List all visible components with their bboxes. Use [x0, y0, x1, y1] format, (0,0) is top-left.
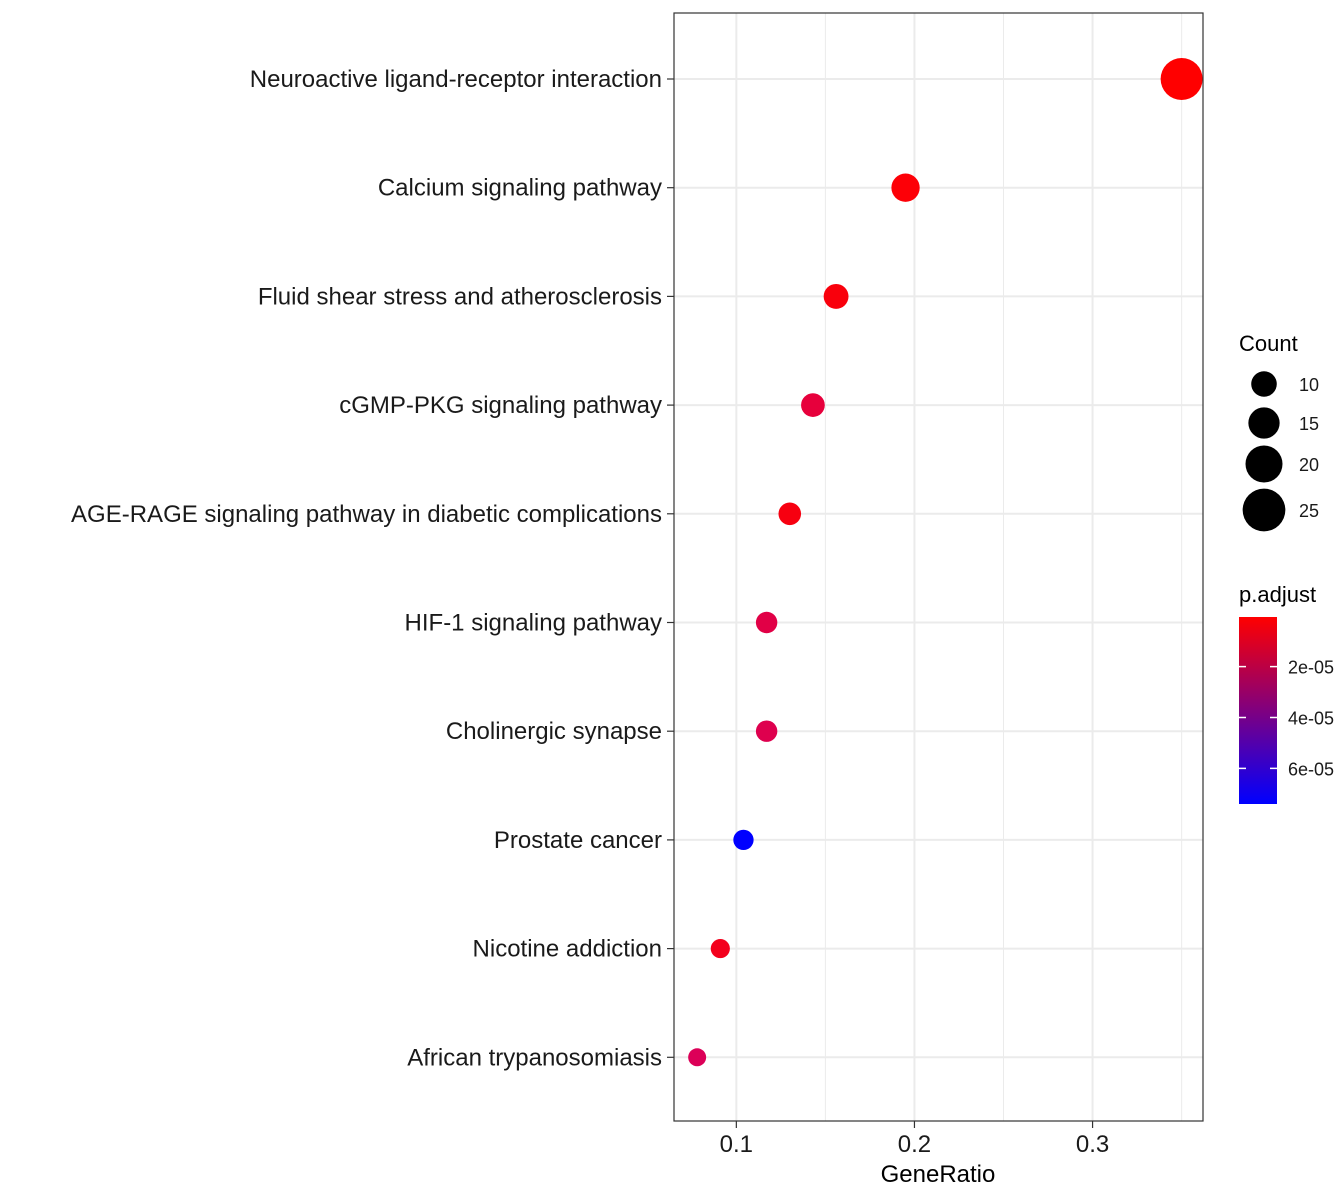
x-tick-label: 0.2: [898, 1131, 931, 1158]
data-point: [755, 611, 778, 634]
color-legend-title: p.adjust: [1239, 582, 1316, 607]
y-tick-label: HIF-1 signaling pathway: [405, 610, 662, 637]
data-point: [823, 283, 849, 309]
x-tick-label: 0.1: [720, 1131, 753, 1158]
size-legend-label: 15: [1299, 414, 1319, 434]
y-tick-label: African trypanosomiasis: [407, 1044, 662, 1071]
data-point: [891, 173, 920, 202]
size-legend-label: 10: [1299, 375, 1319, 395]
data-point: [778, 502, 802, 526]
size-legend-label: 25: [1299, 501, 1319, 521]
size-legend: Count 10 15 20 25: [1239, 331, 1319, 532]
data-point: [755, 720, 778, 742]
y-tick-label: Neuroactive ligand-receptor interaction: [250, 66, 662, 93]
data-point: [1160, 58, 1203, 100]
data-point: [733, 829, 754, 851]
plot-panel-border: [673, 12, 1204, 1122]
plot-background: [674, 13, 1203, 1121]
size-legend-dot: [1248, 407, 1280, 439]
data-points: [688, 58, 1203, 1067]
data-point: [710, 939, 730, 959]
grid-minor: [824, 13, 1183, 1121]
size-legend-dot: [1251, 371, 1277, 397]
data-point: [801, 393, 825, 417]
size-legend-dot: [1245, 445, 1283, 483]
color-legend-ticks: 2e-05 4e-05 6e-05: [1239, 658, 1334, 779]
data-point: [688, 1048, 707, 1067]
y-tick-label: AGE-RAGE signaling pathway in diabetic c…: [71, 501, 662, 528]
size-legend-dot: [1242, 488, 1286, 532]
x-axis-title: GeneRatio: [881, 1161, 996, 1184]
color-legend-gradient-bar: [1239, 617, 1277, 804]
y-tick-label: Calcium signaling pathway: [378, 175, 662, 202]
x-axis: 0.1 0.2 0.3: [720, 1121, 1109, 1158]
color-legend-label: 6e-05: [1288, 759, 1334, 779]
size-legend-label: 20: [1299, 455, 1319, 475]
size-legend-title: Count: [1239, 331, 1298, 356]
color-legend-label: 2e-05: [1288, 658, 1334, 678]
y-tick-label: Prostate cancer: [494, 827, 662, 854]
x-tick-label: 0.3: [1076, 1131, 1109, 1158]
color-legend: p.adjust 2e-05 4e-05 6e-05: [1239, 582, 1334, 804]
color-legend-label: 4e-05: [1288, 708, 1334, 728]
y-tick-label: Cholinergic synapse: [446, 718, 662, 745]
y-axis: Neuroactive ligand-receptor interaction C…: [71, 66, 674, 1071]
y-tick-label: Nicotine addiction: [473, 936, 662, 963]
y-tick-label: cGMP-PKG signaling pathway: [339, 392, 662, 419]
y-tick-label: Fluid shear stress and atherosclerosis: [258, 283, 662, 310]
size-legend-items: 10 15 20 25: [1242, 371, 1319, 532]
